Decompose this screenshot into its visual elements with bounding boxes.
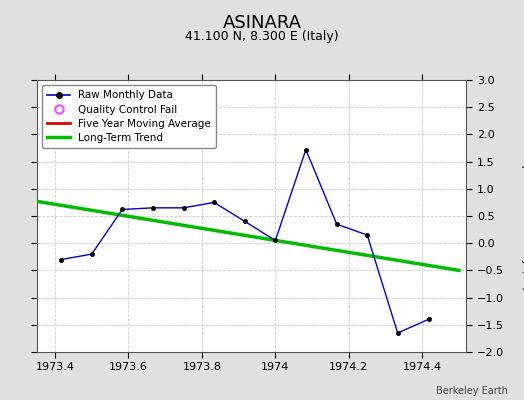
Text: ASINARA: ASINARA	[223, 14, 301, 32]
Legend: Raw Monthly Data, Quality Control Fail, Five Year Moving Average, Long-Term Tren: Raw Monthly Data, Quality Control Fail, …	[42, 85, 216, 148]
Text: 41.100 N, 8.300 E (Italy): 41.100 N, 8.300 E (Italy)	[185, 30, 339, 43]
Y-axis label: Temperature Anomaly (°C): Temperature Anomaly (°C)	[520, 142, 524, 290]
Text: Berkeley Earth: Berkeley Earth	[436, 386, 508, 396]
